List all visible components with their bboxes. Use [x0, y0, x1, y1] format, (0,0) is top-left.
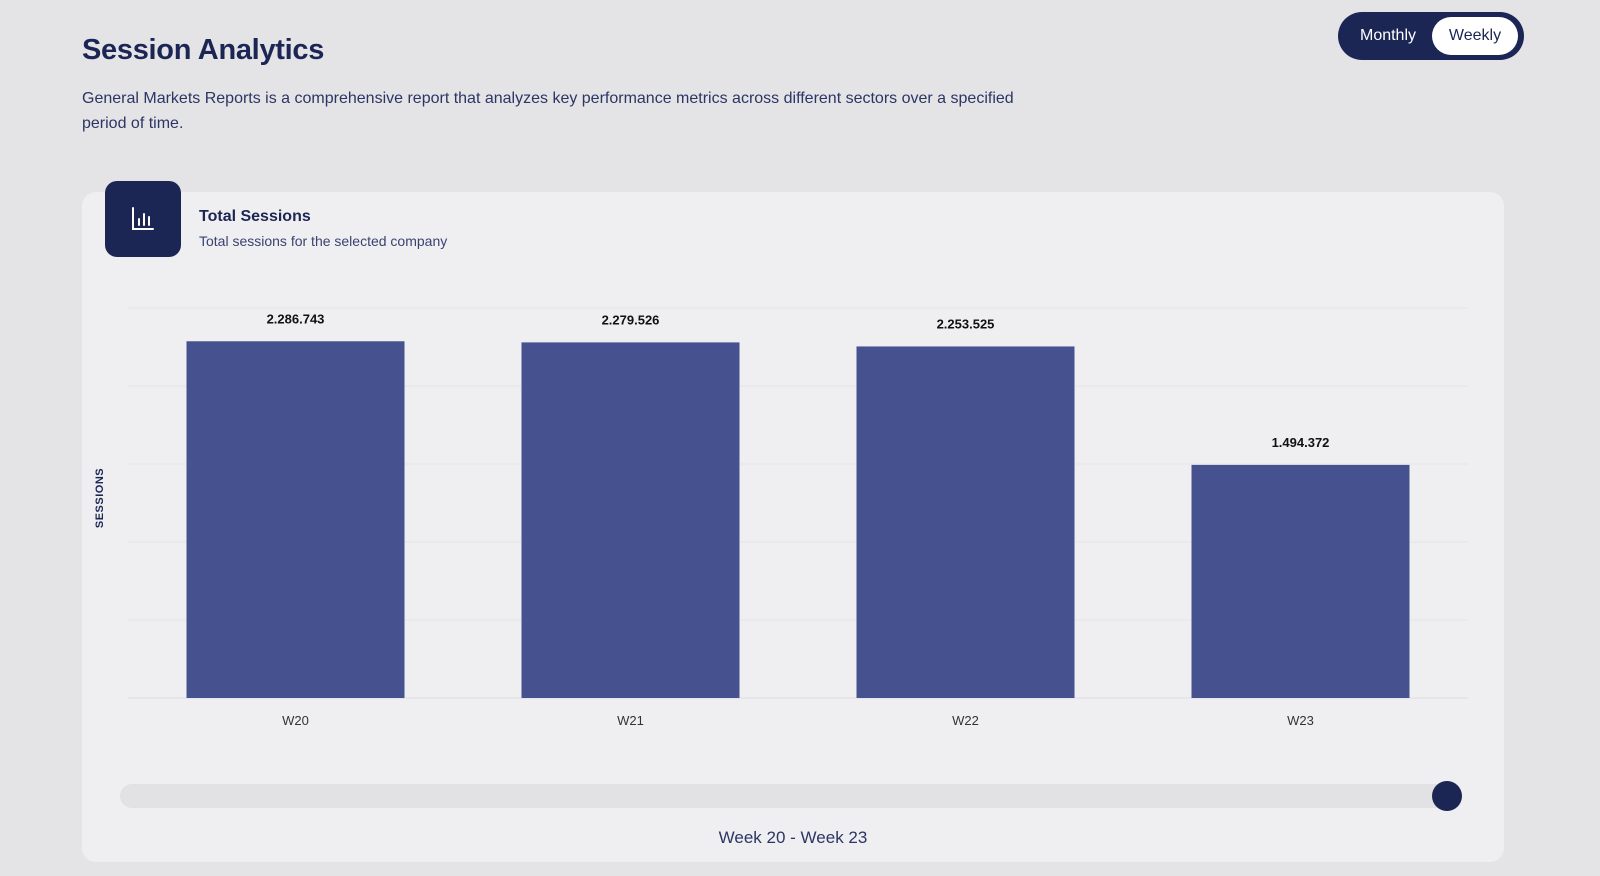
- range-label: Week 20 - Week 23: [718, 828, 868, 847]
- range-slider-thumb[interactable]: [1432, 781, 1462, 811]
- y-axis-label: SESSIONS: [94, 468, 106, 528]
- x-tick-label-w20: W20: [282, 713, 309, 728]
- bar-w22[interactable]: [856, 346, 1075, 698]
- page-title: Session Analytics: [82, 34, 325, 66]
- x-tick-label-w22: W22: [952, 713, 979, 728]
- bar-w23[interactable]: [1191, 464, 1410, 698]
- page-description: General Markets Reports is a comprehensi…: [82, 90, 1014, 132]
- period-toggle: Monthly Weekly: [1338, 12, 1524, 60]
- data-label-w20: 2.286.743: [267, 311, 325, 326]
- card-subtitle: Total sessions for the selected company: [199, 233, 448, 249]
- bar-w21[interactable]: [521, 342, 740, 698]
- data-label-w23: 1.494.372: [1272, 435, 1330, 450]
- data-label-w22: 2.253.525: [937, 316, 995, 331]
- range-slider-track[interactable]: [120, 784, 1458, 808]
- bar-chart-icon: [105, 181, 181, 257]
- toggle-monthly[interactable]: Monthly: [1359, 27, 1417, 44]
- chart-labels: 2.286.743 W20 2.279.526 W21 2.253.525 W22 1.49…: [267, 311, 1330, 728]
- toggle-weekly[interactable]: Weekly: [1432, 17, 1518, 55]
- x-tick-label-w21: W21: [617, 713, 644, 728]
- data-label-w21: 2.279.526: [602, 312, 660, 327]
- chart-bars: [186, 341, 1410, 698]
- bar-w20[interactable]: [186, 341, 405, 698]
- card-title: Total Sessions: [199, 208, 311, 225]
- x-tick-label-w23: W23: [1287, 713, 1314, 728]
